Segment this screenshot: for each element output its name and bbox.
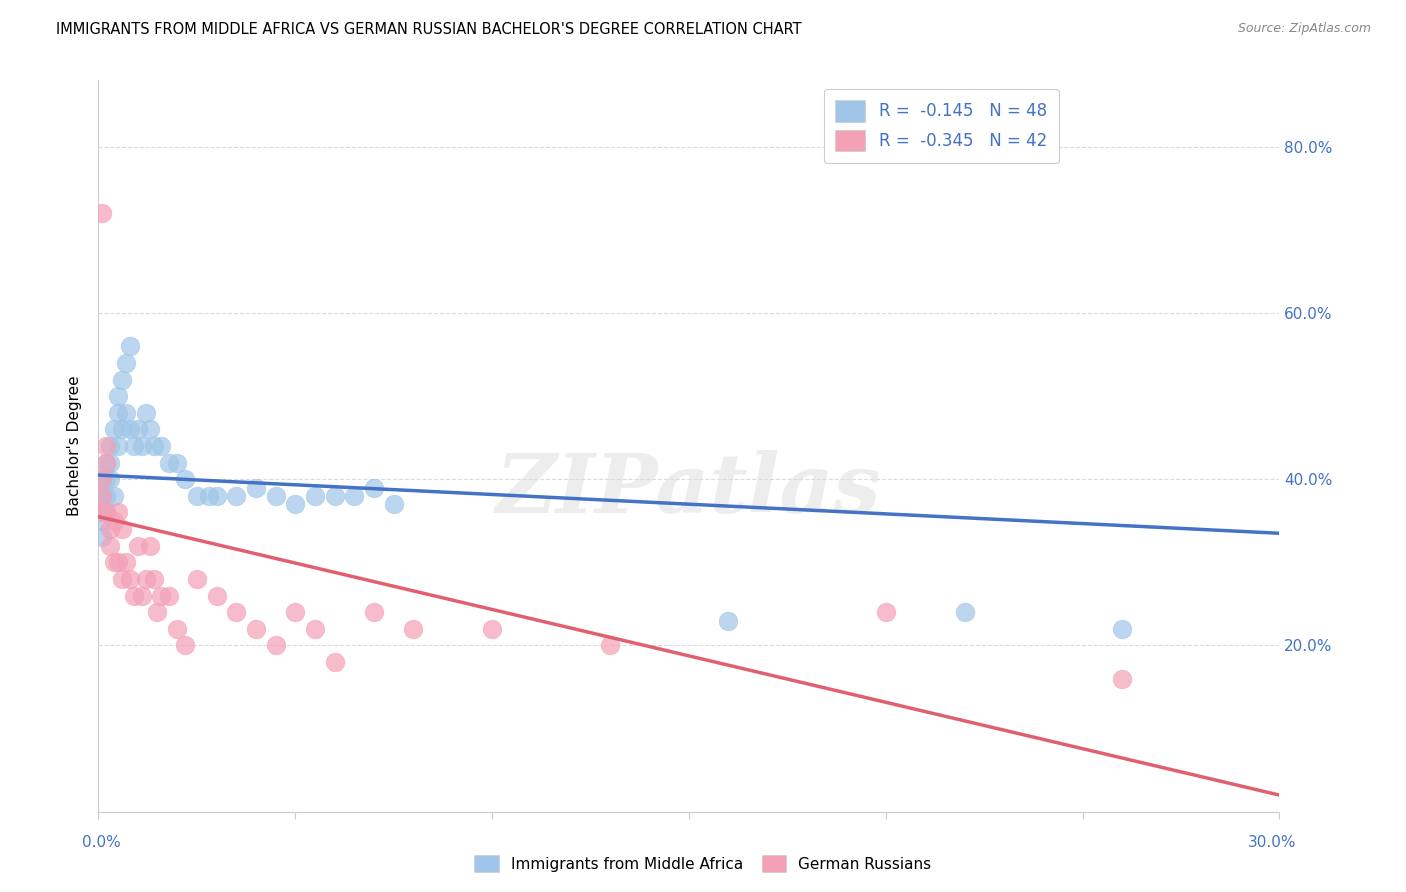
Point (323, 655, 346, 669)
Point (284, 605, 307, 619)
Point (91, 514, 114, 528)
Point (111, 522, 134, 536)
Point (107, 506, 129, 520)
Point (131, 439, 153, 453)
Point (96, 439, 118, 453)
Point (166, 456, 188, 470)
Point (98, 472, 121, 486)
Point (135, 572, 157, 586)
Point (91, 489, 114, 503)
Point (174, 472, 197, 486)
Point (91, 506, 114, 520)
Point (115, 356, 138, 370)
Point (98, 539, 121, 553)
Point (111, 572, 134, 586)
Point (107, 439, 129, 453)
Point (96, 472, 118, 486)
Point (107, 406, 129, 420)
Point (138, 539, 160, 553)
Point (402, 622, 425, 636)
Point (115, 406, 138, 420)
Point (382, 497, 405, 511)
Point (91, 472, 114, 486)
Point (122, 589, 145, 603)
Text: ZIPatlas: ZIPatlas (496, 450, 882, 530)
Point (111, 422, 134, 436)
Point (142, 572, 165, 586)
Point (96, 506, 118, 520)
Point (304, 489, 326, 503)
Point (91, 506, 114, 520)
Point (111, 372, 134, 386)
Point (122, 439, 145, 453)
Point (343, 489, 366, 503)
Point (91, 489, 114, 503)
Point (96, 456, 118, 470)
Point (284, 497, 307, 511)
Point (323, 489, 346, 503)
Point (91, 472, 114, 486)
Point (115, 555, 138, 569)
Point (264, 639, 287, 653)
Point (107, 389, 129, 403)
Point (264, 489, 287, 503)
Point (142, 439, 165, 453)
Text: IMMIGRANTS FROM MIDDLE AFRICA VS GERMAN RUSSIAN BACHELOR'S DEGREE CORRELATION CH: IMMIGRANTS FROM MIDDLE AFRICA VS GERMAN … (56, 22, 801, 37)
Point (205, 589, 228, 603)
Point (98, 456, 121, 470)
Point (103, 555, 125, 569)
Point (174, 639, 197, 653)
Point (103, 489, 125, 503)
Point (135, 406, 157, 420)
Point (127, 539, 149, 553)
Point (157, 456, 180, 470)
Point (186, 489, 208, 503)
Point (118, 572, 141, 586)
Point (98, 439, 121, 453)
Point (127, 422, 149, 436)
Text: 30.0%: 30.0% (1249, 836, 1296, 850)
Point (225, 605, 247, 619)
Legend: R =  -0.145   N = 48, R =  -0.345   N = 42: R = -0.145 N = 48, R = -0.345 N = 42 (824, 88, 1059, 163)
Point (150, 439, 173, 453)
Point (166, 622, 188, 636)
Point (245, 622, 267, 636)
Point (118, 422, 141, 436)
Point (91, 530, 114, 544)
Point (205, 489, 228, 503)
Text: 0.0%: 0.0% (82, 836, 121, 850)
Point (146, 605, 169, 619)
Point (599, 639, 621, 653)
Point (118, 339, 141, 353)
Point (91, 206, 114, 220)
Point (875, 605, 897, 619)
Y-axis label: Bachelor's Degree: Bachelor's Degree (67, 376, 83, 516)
Point (138, 422, 160, 436)
Point (107, 555, 129, 569)
Point (1111, 622, 1133, 636)
Point (481, 622, 503, 636)
Point (245, 481, 267, 495)
Point (96, 456, 118, 470)
Point (953, 605, 976, 619)
Legend: Immigrants from Middle Africa, German Russians: Immigrants from Middle Africa, German Ru… (467, 847, 939, 880)
Point (225, 489, 247, 503)
Point (150, 589, 173, 603)
Point (186, 572, 208, 586)
Point (98, 522, 121, 536)
Point (304, 622, 326, 636)
Point (363, 481, 385, 495)
Point (96, 489, 118, 503)
Point (96, 506, 118, 520)
Point (1111, 672, 1133, 686)
Point (131, 589, 153, 603)
Point (363, 605, 385, 619)
Point (157, 589, 180, 603)
Point (103, 422, 125, 436)
Point (103, 514, 125, 528)
Text: Source: ZipAtlas.com: Source: ZipAtlas.com (1237, 22, 1371, 36)
Point (197, 489, 219, 503)
Point (717, 614, 740, 628)
